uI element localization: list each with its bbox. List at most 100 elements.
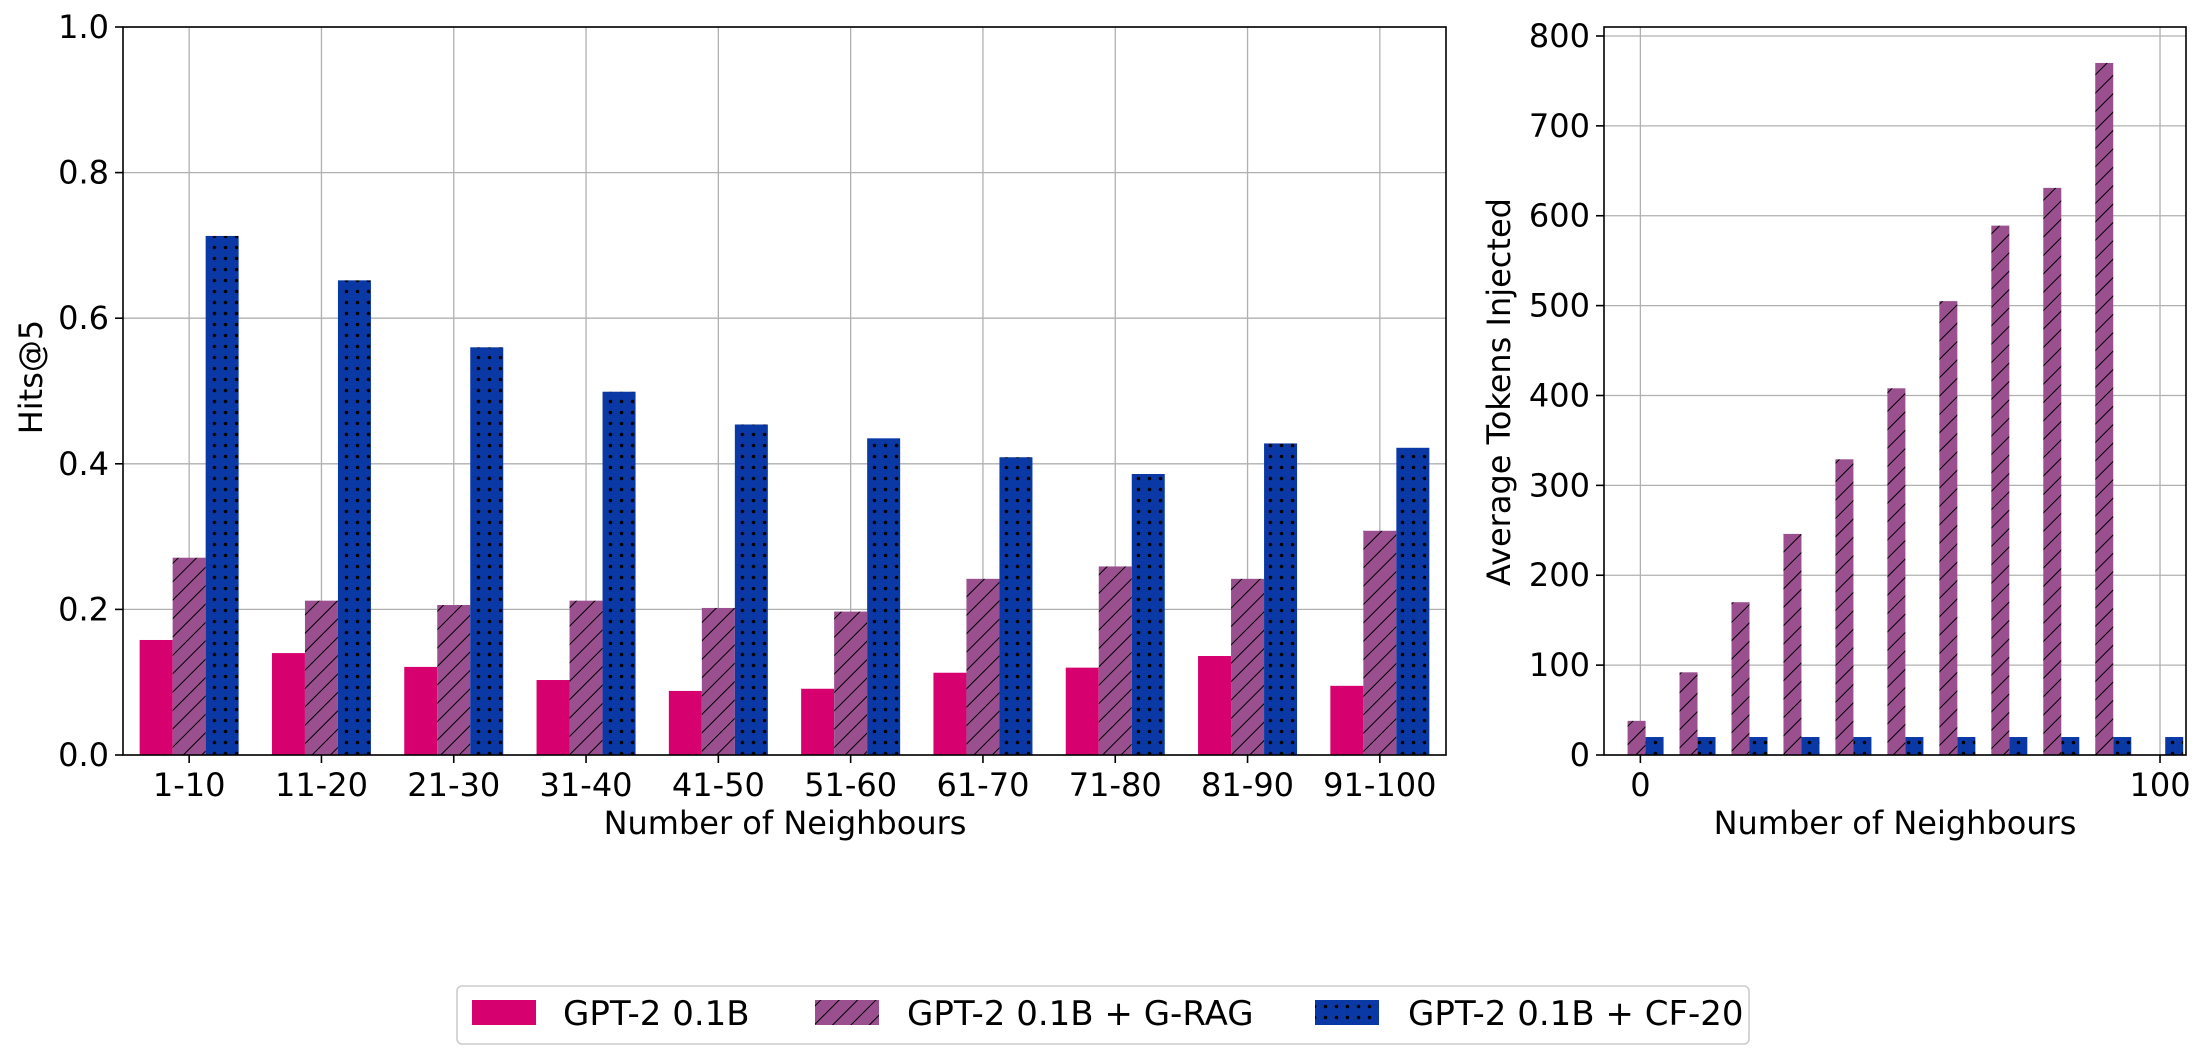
left-x-axis-label: Number of Neighbours [604, 804, 967, 842]
right-y-tick-label: 500 [1529, 287, 1590, 325]
left-x-tick-label: 11-20 [275, 766, 368, 804]
bar-gpt-2-0-1b-g-rag-x81 [2043, 187, 2062, 755]
left-x-tick-label: 81-90 [1201, 766, 1294, 804]
bar-gpt-2-0-1b-cf-20-71-80 [1131, 473, 1165, 755]
bar-gpt-2-0-1b-61-70 [933, 672, 967, 755]
right-x-tick-label: 100 [2129, 766, 2190, 804]
bar-gpt-2-0-1b-11-20 [271, 653, 305, 755]
bar-gpt-2-0-1b-51-60 [801, 688, 835, 755]
bar-gpt-2-0-1b-21-30 [404, 666, 438, 755]
bar-gpt-2-0-1b-cf-20-51-60 [867, 438, 901, 755]
bar-gpt-2-0-1b-g-rag-21-30 [437, 605, 471, 755]
bar-gpt-2-0-1b-cf-20-x101 [2165, 737, 2184, 755]
bar-gpt-2-0-1b-g-rag-51-60 [834, 611, 868, 755]
bar-gpt-2-0-1b-cf-20-x71 [2009, 737, 2028, 755]
bar-gpt-2-0-1b-91-100 [1330, 685, 1364, 755]
left-y-ticks: 0.0 0.2 0.4 0.6 0.8 1.0 [58, 8, 123, 774]
left-x-tick-label: 71-80 [1069, 766, 1162, 804]
left-x-tick-label: 41-50 [672, 766, 765, 804]
left-y-tick-label: 0.6 [58, 299, 109, 337]
legend-label-gpt2: GPT-2 0.1B [563, 994, 750, 1034]
right-y-tick-label: 0 [1570, 736, 1590, 774]
bar-gpt-2-0-1b-cf-20-91-100 [1396, 447, 1430, 755]
bar-gpt-2-0-1b-cf-20-11-20 [337, 280, 371, 755]
legend-label-grag: GPT-2 0.1B + G-RAG [907, 994, 1254, 1034]
bar-gpt-2-0-1b-cf-20-1-10 [205, 235, 239, 755]
bar-gpt-2-0-1b-71-80 [1065, 667, 1099, 755]
bar-gpt-2-0-1b-g-rag-71-80 [1098, 566, 1132, 755]
bar-gpt-2-0-1b-g-rag-81-90 [1231, 578, 1265, 755]
bar-gpt-2-0-1b-g-rag-x91 [2095, 62, 2114, 755]
left-x-tick-label: 31-40 [540, 766, 633, 804]
left-y-axis-label: Hits@5 [12, 320, 50, 435]
right-y-tick-label: 200 [1529, 556, 1590, 594]
right-x-tick-label: 0 [1630, 766, 1650, 804]
bar-gpt-2-0-1b-cf-20-x11 [1697, 737, 1716, 755]
left-y-tick-label: 0.8 [58, 154, 109, 192]
bar-gpt-2-0-1b-cf-20-61-70 [999, 457, 1033, 755]
tokens-injected-chart: 0 100 200 300 400 500 600 700 800 0 100 Number of… [1480, 17, 2191, 842]
left-y-tick-label: 1.0 [58, 8, 109, 46]
right-y-tick-label: 300 [1529, 466, 1590, 504]
bar-gpt-2-0-1b-g-rag-x11 [1679, 672, 1698, 755]
left-y-tick-label: 0.4 [58, 445, 109, 483]
right-y-axis-label: Average Tokens Injected [1480, 198, 1518, 586]
right-y-tick-label: 700 [1529, 107, 1590, 145]
bar-gpt-2-0-1b-g-rag-31-40 [569, 600, 603, 755]
left-bars [139, 235, 1430, 755]
left-x-tick-label: 21-30 [407, 766, 500, 804]
left-x-tick-label: 91-100 [1323, 766, 1436, 804]
right-x-axis-label: Number of Neighbours [1714, 804, 2077, 842]
legend-swatch-gpt2 [472, 1000, 536, 1025]
bar-gpt-2-0-1b-cf-20-31-40 [602, 391, 636, 755]
bar-gpt-2-0-1b-cf-20-x31 [1801, 737, 1820, 755]
right-bars [1627, 62, 2184, 755]
legend: GPT-2 0.1B GPT-2 0.1B + G-RAG GPT-2 0.1B… [456, 985, 1750, 1045]
bar-gpt-2-0-1b-cf-20-x51 [1905, 737, 1924, 755]
bar-gpt-2-0-1b-g-rag-x41 [1835, 459, 1854, 755]
bar-gpt-2-0-1b-g-rag-41-50 [701, 607, 735, 755]
right-y-ticks: 0 100 200 300 400 500 600 700 800 [1529, 17, 1604, 774]
bar-gpt-2-0-1b-cf-20-x21 [1749, 737, 1768, 755]
bar-gpt-2-0-1b-41-50 [668, 690, 702, 755]
bar-gpt-2-0-1b-g-rag-61-70 [966, 578, 1000, 755]
bar-gpt-2-0-1b-cf-20-81-90 [1264, 443, 1298, 755]
right-y-tick-label: 800 [1529, 17, 1590, 55]
bar-gpt-2-0-1b-g-rag-11-20 [304, 600, 338, 755]
bar-gpt-2-0-1b-31-40 [536, 680, 570, 755]
bar-gpt-2-0-1b-g-rag-91-100 [1363, 530, 1397, 755]
bar-gpt-2-0-1b-g-rag-x61 [1939, 301, 1958, 755]
bar-gpt-2-0-1b-g-rag-x21 [1731, 602, 1750, 755]
right-x-ticks: 0 100 [1630, 755, 2191, 804]
bar-gpt-2-0-1b-cf-20-41-50 [734, 424, 768, 755]
left-x-ticks: 1-10 11-20 21-30 31-40 41-50 51-60 61-70 71-80 8… [153, 755, 1437, 804]
hits-at-5-chart: 0.0 0.2 0.4 0.6 0.8 1.0 1-10 11-20 21-30 31-40 41… [12, 8, 1447, 842]
bar-gpt-2-0-1b-cf-20-x91 [2113, 737, 2132, 755]
right-y-tick-label: 100 [1529, 646, 1590, 684]
right-y-tick-label: 600 [1529, 197, 1590, 235]
bar-gpt-2-0-1b-cf-20-21-30 [470, 347, 504, 755]
bar-gpt-2-0-1b-cf-20-x61 [1957, 737, 1976, 755]
left-x-tick-label: 51-60 [804, 766, 897, 804]
left-y-tick-label: 0.0 [58, 736, 109, 774]
legend-label-cf20: GPT-2 0.1B + CF-20 [1408, 994, 1744, 1034]
bar-gpt-2-0-1b-cf-20-x81 [2061, 737, 2080, 755]
bar-gpt-2-0-1b-81-90 [1198, 655, 1232, 755]
left-y-tick-label: 0.2 [58, 590, 109, 628]
legend-swatch-grag [815, 1000, 879, 1025]
bar-gpt-2-0-1b-g-rag-x1 [1627, 720, 1646, 755]
bar-gpt-2-0-1b-cf-20-x41 [1853, 737, 1872, 755]
left-x-tick-label: 61-70 [936, 766, 1029, 804]
right-plot-frame [1603, 26, 2187, 756]
left-plot-frame [122, 26, 1447, 756]
bar-gpt-2-0-1b-cf-20-x1 [1645, 737, 1664, 755]
left-x-tick-label: 1-10 [153, 766, 226, 804]
bar-gpt-2-0-1b-g-rag-x71 [1991, 225, 2010, 755]
legend-frame [456, 985, 1750, 1045]
bar-gpt-2-0-1b-1-10 [139, 639, 173, 755]
bar-gpt-2-0-1b-g-rag-1-10 [172, 557, 206, 755]
bar-gpt-2-0-1b-g-rag-x31 [1783, 533, 1802, 755]
bar-gpt-2-0-1b-g-rag-x51 [1887, 388, 1906, 755]
right-y-tick-label: 400 [1529, 376, 1590, 414]
